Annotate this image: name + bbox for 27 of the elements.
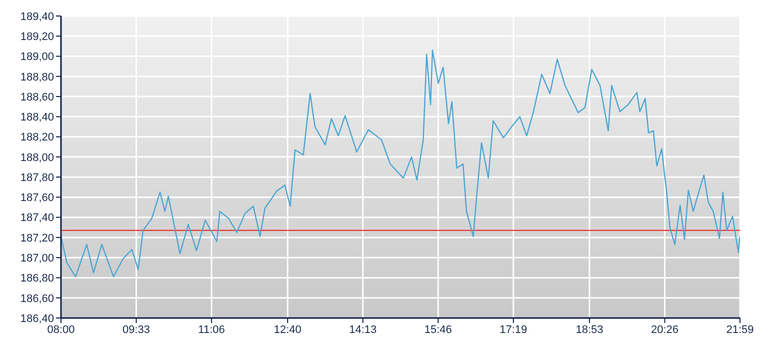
x-tick-label: 08:00 <box>47 324 75 336</box>
y-tick-label: 188,80 <box>20 71 54 84</box>
y-tick-label: 187,80 <box>20 172 54 184</box>
x-tick-label: 14:13 <box>349 324 377 336</box>
x-tick-label: 21:59 <box>726 324 754 336</box>
x-tick-label: 18:53 <box>576 324 604 336</box>
y-tick-label: 189,00 <box>20 51 54 64</box>
y-tick-label: 186,60 <box>20 292 54 305</box>
y-tick-label: 187,20 <box>20 232 54 244</box>
y-tick-label: 187,40 <box>20 212 54 224</box>
y-tick-label: 187,00 <box>20 252 54 265</box>
x-tick-label: 12:40 <box>274 324 302 336</box>
x-tick-label: 17:19 <box>500 324 528 336</box>
x-tick-label: 09:33 <box>122 324 150 336</box>
y-tick-label: 189,20 <box>20 31 54 44</box>
x-tick-label: 11:06 <box>198 324 225 336</box>
y-tick-label: 187,60 <box>20 192 54 204</box>
y-tick-label: 186,80 <box>20 272 54 285</box>
x-tick-label: 20:26 <box>650 324 678 336</box>
x-tick-label: 15:46 <box>424 324 452 336</box>
y-tick-label: 188,60 <box>20 91 54 104</box>
y-tick-label: 188,20 <box>20 132 54 144</box>
line-series <box>61 50 740 278</box>
y-tick-label: 188,40 <box>20 112 54 124</box>
y-tick-label: 189,40 <box>20 10 54 23</box>
y-tick-label: 188,00 <box>20 152 54 164</box>
y-tick-label: 186,40 <box>20 312 54 325</box>
